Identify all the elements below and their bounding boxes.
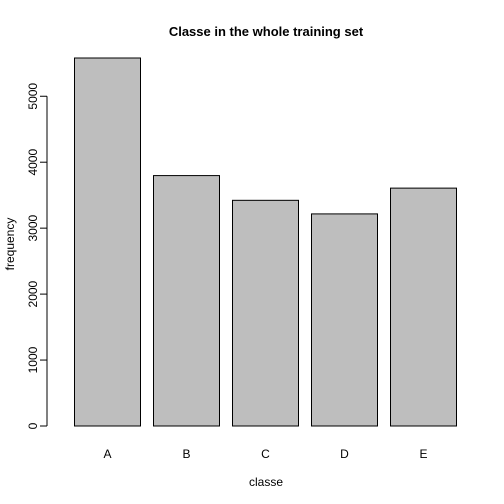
y-tick-label-5000: 5000	[26, 83, 40, 110]
bars-group	[74, 57, 457, 427]
x-axis-label: classe	[249, 475, 283, 489]
bar-d	[311, 213, 378, 427]
y-axis: 0 1000 2000 3000 4000 5000	[26, 83, 48, 429]
bar-b	[153, 175, 220, 427]
bar-e	[390, 187, 457, 427]
y-tick-label-3000: 3000	[26, 214, 40, 241]
y-tick-label-1000: 1000	[26, 346, 40, 373]
y-tick-label-2000: 2000	[26, 280, 40, 307]
x-tick-label-d: D	[340, 447, 349, 461]
bar-c	[232, 199, 299, 427]
y-axis-label: frequency	[3, 218, 17, 271]
x-tick-label-b: B	[182, 447, 190, 461]
x-tick-labels: A B C D E	[103, 447, 427, 461]
bar-a	[74, 57, 141, 427]
y-tick-label-0: 0	[26, 422, 40, 429]
x-tick-label-a: A	[103, 447, 111, 461]
x-tick-label-c: C	[261, 447, 270, 461]
chart-title: Classe in the whole training set	[169, 24, 364, 39]
x-tick-label-e: E	[419, 447, 427, 461]
y-tick-label-4000: 4000	[26, 149, 40, 176]
